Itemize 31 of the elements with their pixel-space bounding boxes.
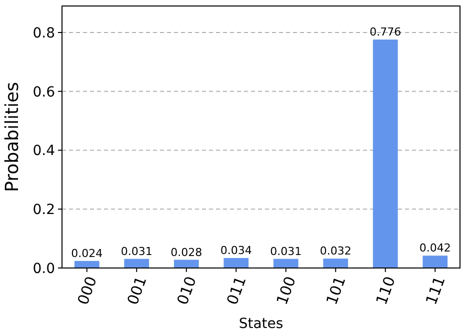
x-tick-label: 111 — [422, 274, 449, 308]
bar — [422, 256, 448, 268]
x-tick-label: 101 — [322, 274, 350, 308]
bar — [224, 258, 249, 268]
y-tick-label: 0.8 — [32, 25, 55, 42]
x-axis-title: States — [238, 316, 284, 332]
bar — [323, 258, 348, 268]
x-tick-label: 010 — [173, 274, 200, 308]
data-label: 0.024 — [71, 246, 103, 260]
y-tick-label: 0.4 — [32, 143, 56, 160]
data-label: 0.031 — [270, 244, 302, 258]
data-label: 0.031 — [120, 244, 152, 258]
bar — [74, 260, 100, 268]
data-label: 0.042 — [419, 242, 451, 255]
x-tick-label: 001 — [124, 274, 150, 308]
bar — [273, 258, 298, 268]
y-axis-title: Probabilities — [2, 82, 23, 192]
y-tick-label: 0.6 — [32, 84, 56, 100]
data-label: 0.776 — [370, 26, 402, 39]
x-tick-label: 100 — [272, 274, 300, 308]
bar — [372, 40, 398, 268]
x-tick-label: 110 — [372, 274, 400, 308]
x-tick-label: 000 — [74, 274, 101, 308]
data-label: 0.032 — [320, 244, 352, 258]
bar — [174, 260, 199, 268]
bar — [124, 258, 150, 268]
y-tick-label: 0.2 — [32, 202, 55, 218]
y-tick-label: 0.0 — [32, 260, 55, 277]
data-label: 0.034 — [220, 244, 252, 257]
x-tick-label: 011 — [223, 274, 250, 308]
data-label: 0.028 — [170, 246, 202, 259]
